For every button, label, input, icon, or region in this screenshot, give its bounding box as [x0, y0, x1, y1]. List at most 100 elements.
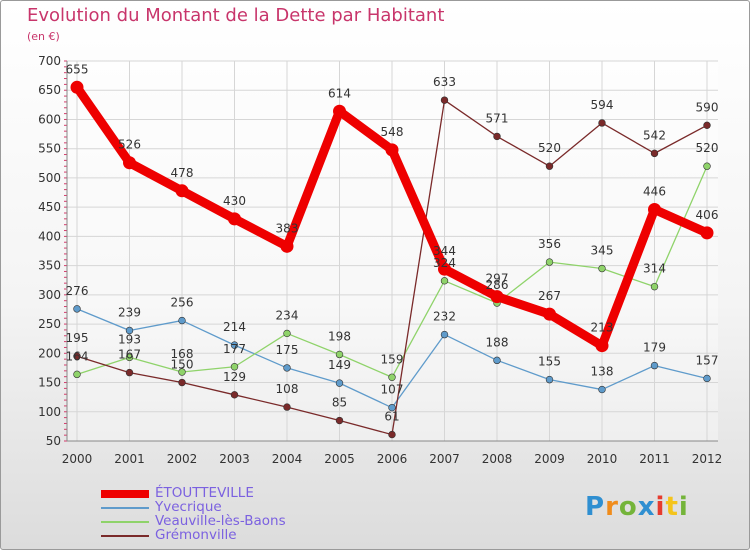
data-point [283, 403, 291, 411]
data-point [123, 156, 136, 170]
logo-letter: i [678, 492, 689, 522]
data-label: 324 [433, 256, 456, 270]
y-tick-label: 150 [38, 376, 61, 390]
legend-swatch [101, 535, 149, 537]
data-label: 150 [171, 358, 194, 372]
legend-label: ÉTOUTTEVILLE [155, 485, 254, 501]
data-label: 232 [433, 310, 456, 324]
data-point [490, 290, 504, 304]
data-label: 213 [591, 321, 614, 335]
data-label: 138 [591, 365, 614, 379]
x-tick-label: 2005 [324, 452, 355, 466]
data-label: 548 [381, 125, 404, 139]
logo-letter: x [637, 492, 656, 522]
data-point [230, 363, 239, 371]
data-point [493, 356, 501, 365]
data-label: 478 [171, 166, 194, 180]
data-point [545, 162, 554, 170]
data-label: 344 [433, 244, 456, 258]
data-label: 314 [643, 262, 666, 276]
legend-swatch [101, 490, 149, 498]
x-tick-label: 2008 [482, 452, 513, 466]
data-label: 198 [328, 329, 351, 343]
data-point [333, 104, 346, 118]
series-lines [70, 80, 714, 439]
data-label: 276 [66, 284, 89, 298]
data-point [125, 326, 134, 335]
y-tick-label: 500 [38, 171, 61, 185]
legend-swatch [101, 521, 149, 523]
data-point [388, 403, 396, 412]
logo-letter: r [605, 492, 619, 522]
data-label: 107 [381, 383, 404, 397]
data-point [283, 329, 291, 338]
axes: 50 100 150 200 250 300 350 400 450 500 550 600 650 70… [38, 54, 722, 466]
y-tick-label: 700 [38, 54, 61, 68]
data-point [703, 374, 711, 383]
y-tick-label: 100 [38, 405, 61, 419]
logo-letter: t [665, 492, 679, 522]
data-point [73, 370, 81, 379]
data-label: 446 [643, 184, 666, 198]
data-point [178, 378, 186, 387]
data-point [545, 375, 554, 384]
data-label: 175 [276, 343, 299, 357]
data-point [73, 352, 81, 360]
data-point [125, 353, 134, 362]
data-label: 164 [66, 349, 89, 363]
data-label: 297 [486, 272, 509, 286]
data-point [230, 391, 239, 399]
x-tick-label: 2006 [377, 452, 408, 466]
legend: ÉTOUTTEVILLE Yvecrique Veauville-lès-Bao… [101, 485, 341, 543]
data-point [283, 364, 291, 372]
data-labels: 655 526 478 430 383 614 548 344 297 267 213 446 406 2… [66, 62, 719, 423]
legend-item-yvecrique: Yvecrique [101, 500, 341, 515]
y-tick-label: 400 [38, 229, 61, 243]
data-point [493, 132, 501, 141]
data-label: 188 [486, 335, 509, 349]
data-point [335, 416, 344, 425]
x-tick-label: 2010 [587, 452, 618, 466]
chart-subtitle: (en €) [27, 30, 60, 43]
x-tick-label: 2007 [429, 452, 460, 466]
data-point [73, 305, 81, 313]
data-point [228, 212, 241, 226]
y-tick-label: 600 [38, 112, 61, 126]
data-label: 542 [643, 128, 666, 142]
data-label: 520 [696, 141, 719, 155]
y-tick-label: 450 [38, 200, 61, 214]
data-point [388, 373, 396, 381]
data-label: 614 [328, 86, 351, 100]
data-label: 234 [276, 308, 299, 322]
data-label: 633 [433, 75, 456, 89]
data-label: 345 [591, 244, 614, 258]
x-tick-label: 2003 [219, 452, 250, 466]
y-tick-label: 350 [38, 259, 61, 273]
data-point [598, 385, 606, 394]
data-point [388, 430, 396, 439]
x-tick-label: 2011 [639, 452, 670, 466]
data-label: 520 [538, 141, 561, 155]
data-label: 594 [591, 98, 614, 112]
data-point [595, 339, 609, 353]
data-label: 129 [223, 370, 246, 384]
data-label: 655 [66, 62, 89, 76]
legend-item-veauville: Veauville-lès-Baons [101, 514, 341, 529]
data-point [70, 80, 84, 94]
data-point [230, 341, 239, 349]
data-label: 406 [696, 208, 719, 222]
data-label: 286 [486, 278, 509, 292]
y-tick-label: 250 [38, 317, 61, 331]
data-point [545, 258, 554, 266]
data-label: 61 [384, 410, 399, 424]
data-label: 383 [276, 221, 299, 235]
data-point [125, 368, 134, 377]
x-tick-label: 2000 [62, 452, 93, 466]
data-label: 179 [643, 341, 666, 355]
data-point [703, 121, 711, 130]
x-tick-label: 2002 [167, 452, 198, 466]
x-tick-label: 2001 [114, 452, 145, 466]
legend-label: Grémonville [155, 527, 237, 543]
legend-item-gremonville: Grémonville [101, 527, 341, 543]
